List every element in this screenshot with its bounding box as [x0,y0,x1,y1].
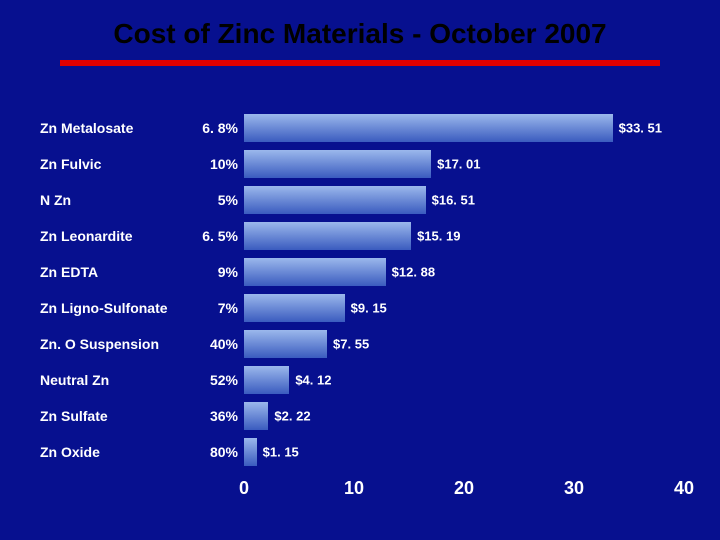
chart-row: Zn Leonardite6. 5% $15. 19 [0,218,720,254]
bar [244,258,386,286]
value-label: $15. 19 [417,229,460,244]
x-tick: 30 [564,478,584,499]
x-tick: 10 [344,478,364,499]
bar [244,114,613,142]
chart-row: Zn Fulvic10% $17. 01 [0,146,720,182]
chart-row: Neutral Zn52% $4. 12 [0,362,720,398]
percent-label: 7% [200,300,238,316]
category-label: Zn Metalosate [40,120,200,136]
category-label: N Zn [40,192,200,208]
percent-label: 40% [200,336,238,352]
bar [244,366,289,394]
category-label: Zn Oxide [40,444,200,460]
slide: Cost of Zinc Materials - October 2007 Zn… [0,0,720,540]
title-underline [60,60,660,66]
percent-label: 80% [200,444,238,460]
category-label: Zn Fulvic [40,156,200,172]
bar [244,222,411,250]
chart-row: Zn Metalosate6. 8% $33. 51 [0,110,720,146]
x-tick: 20 [454,478,474,499]
bar [244,330,327,358]
chart-row: N Zn5% $16. 51 [0,182,720,218]
percent-label: 5% [200,192,238,208]
chart-row: Zn Oxide80% $1. 15 [0,434,720,470]
percent-label: 10% [200,156,238,172]
value-label: $1. 15 [263,445,299,460]
value-label: $2. 22 [274,409,310,424]
percent-label: 52% [200,372,238,388]
value-label: $33. 51 [619,121,662,136]
slide-title: Cost of Zinc Materials - October 2007 [0,18,720,50]
bar [244,438,257,466]
percent-label: 9% [200,264,238,280]
category-label: Neutral Zn [40,372,200,388]
category-label: Zn Sulfate [40,408,200,424]
bar [244,150,431,178]
value-label: $12. 88 [392,265,435,280]
bar [244,186,426,214]
value-label: $17. 01 [437,157,480,172]
value-label: $7. 55 [333,337,369,352]
category-label: Zn. O Suspension [40,336,200,352]
chart-row: Zn EDTA9% $12. 88 [0,254,720,290]
value-label: $4. 12 [295,373,331,388]
category-label: Zn Ligno-Sulfonate [40,300,200,316]
category-label: Zn EDTA [40,264,200,280]
x-tick: 0 [239,478,249,499]
value-label: $16. 51 [432,193,475,208]
category-label: Zn Leonardite [40,228,200,244]
chart-row: Zn. O Suspension40% $7. 55 [0,326,720,362]
percent-label: 36% [200,408,238,424]
chart-row: Zn Sulfate36% $2. 22 [0,398,720,434]
bar [244,402,268,430]
bar [244,294,345,322]
chart-row: Zn Ligno-Sulfonate7% $9. 15 [0,290,720,326]
percent-label: 6. 5% [200,228,238,244]
x-axis: 0 10 20 30 40 [0,478,720,508]
value-label: $9. 15 [351,301,387,316]
bar-chart: Zn Metalosate6. 8% $33. 51 Zn Fulvic10% $17… [0,110,720,520]
percent-label: 6. 8% [200,120,238,136]
x-tick: 40 [674,478,694,499]
